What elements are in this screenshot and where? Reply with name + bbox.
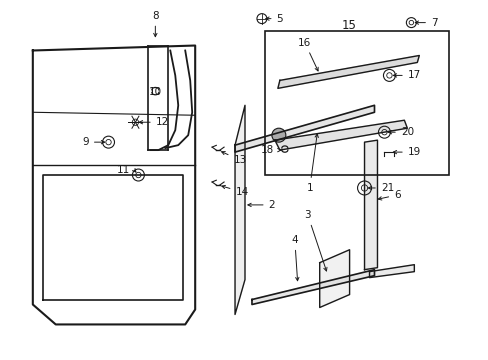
Polygon shape bbox=[277, 55, 419, 88]
Text: 17: 17 bbox=[392, 71, 420, 80]
Text: 8: 8 bbox=[152, 10, 158, 37]
Text: 19: 19 bbox=[392, 147, 420, 157]
Bar bbox=[264, 31, 448, 175]
Text: 5: 5 bbox=[265, 14, 283, 24]
Text: 9: 9 bbox=[82, 137, 104, 147]
Polygon shape bbox=[364, 140, 377, 270]
Polygon shape bbox=[369, 265, 413, 278]
Text: 1: 1 bbox=[306, 134, 318, 193]
Text: 12: 12 bbox=[139, 117, 168, 127]
Polygon shape bbox=[319, 250, 349, 307]
Text: 21: 21 bbox=[367, 183, 393, 193]
Text: 2: 2 bbox=[247, 200, 275, 210]
Text: 14: 14 bbox=[222, 185, 248, 197]
Text: 3: 3 bbox=[304, 210, 326, 271]
Text: 15: 15 bbox=[342, 19, 356, 32]
Text: 6: 6 bbox=[378, 190, 400, 200]
Polygon shape bbox=[235, 105, 374, 152]
Polygon shape bbox=[251, 270, 374, 305]
Text: 18: 18 bbox=[261, 145, 281, 155]
Text: 16: 16 bbox=[298, 37, 318, 71]
Polygon shape bbox=[274, 120, 407, 150]
Text: 13: 13 bbox=[221, 152, 246, 165]
Text: 7: 7 bbox=[414, 18, 437, 28]
Text: 4: 4 bbox=[291, 235, 298, 281]
Text: 11: 11 bbox=[117, 165, 130, 175]
Text: 10: 10 bbox=[148, 87, 162, 97]
Circle shape bbox=[271, 128, 285, 142]
Text: 20: 20 bbox=[387, 127, 413, 137]
Polygon shape bbox=[235, 105, 244, 315]
